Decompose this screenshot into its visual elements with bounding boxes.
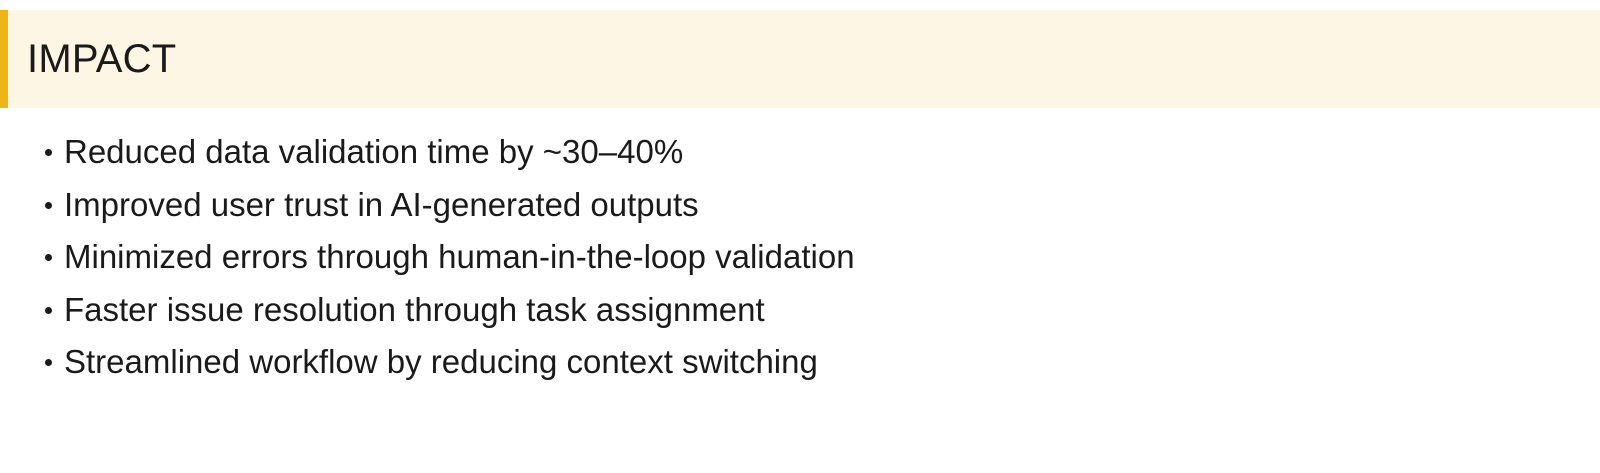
list-item-label: Faster issue resolution through task ass…: [64, 290, 765, 328]
accent-bar-icon: [0, 10, 8, 108]
page-title: IMPACT: [27, 37, 177, 81]
bullet-dot-icon: [45, 306, 52, 314]
list-item: Streamlined workflow by reducing context…: [0, 336, 1600, 389]
list-item-label: Streamlined workflow by reducing context…: [64, 343, 818, 381]
bullet-dot-icon: [45, 201, 52, 209]
list-item-label: Reduced data validation time by ~30–40%: [64, 133, 684, 171]
list-item: Minimized errors through human-in-the-lo…: [0, 231, 1600, 284]
list-item: Reduced data validation time by ~30–40%: [0, 126, 1600, 179]
bullet-dot-icon: [45, 359, 52, 367]
impact-bullet-list: Reduced data validation time by ~30–40% …: [0, 126, 1600, 389]
section-header: IMPACT: [0, 10, 1600, 108]
list-item-label: Improved user trust in AI-generated outp…: [64, 185, 699, 223]
bullet-dot-icon: [45, 254, 52, 262]
list-item-label: Minimized errors through human-in-the-lo…: [64, 238, 855, 276]
list-item: Improved user trust in AI-generated outp…: [0, 179, 1600, 232]
list-item: Faster issue resolution through task ass…: [0, 284, 1600, 337]
bullet-dot-icon: [45, 149, 52, 157]
